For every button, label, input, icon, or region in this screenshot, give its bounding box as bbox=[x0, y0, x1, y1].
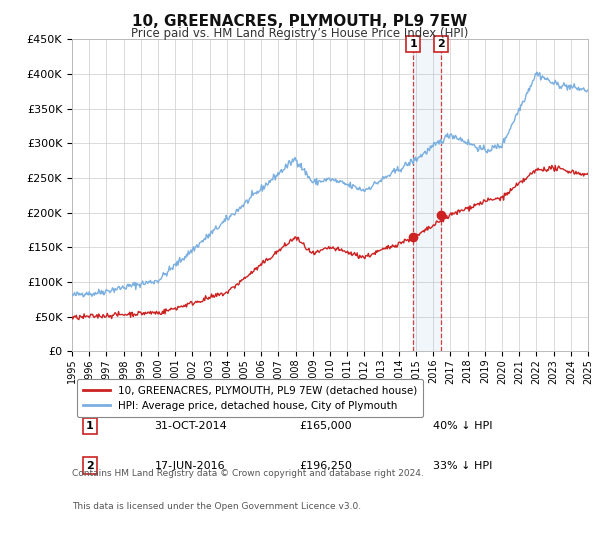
Text: £165,000: £165,000 bbox=[299, 421, 352, 431]
Text: £196,250: £196,250 bbox=[299, 460, 352, 470]
Text: Price paid vs. HM Land Registry’s House Price Index (HPI): Price paid vs. HM Land Registry’s House … bbox=[131, 27, 469, 40]
Text: 1: 1 bbox=[409, 39, 417, 49]
Text: 33% ↓ HPI: 33% ↓ HPI bbox=[433, 460, 493, 470]
Text: 17-JUN-2016: 17-JUN-2016 bbox=[155, 460, 225, 470]
Bar bbox=[413, 39, 441, 351]
Text: 10, GREENACRES, PLYMOUTH, PL9 7EW: 10, GREENACRES, PLYMOUTH, PL9 7EW bbox=[133, 14, 467, 29]
Text: 40% ↓ HPI: 40% ↓ HPI bbox=[433, 421, 493, 431]
Text: 1: 1 bbox=[86, 421, 94, 431]
Text: Contains HM Land Registry data © Crown copyright and database right 2024.: Contains HM Land Registry data © Crown c… bbox=[72, 469, 424, 478]
Text: 2: 2 bbox=[86, 460, 94, 470]
Text: This data is licensed under the Open Government Licence v3.0.: This data is licensed under the Open Gov… bbox=[72, 502, 361, 511]
Text: 31-OCT-2014: 31-OCT-2014 bbox=[155, 421, 227, 431]
Text: 2: 2 bbox=[437, 39, 445, 49]
Legend: 10, GREENACRES, PLYMOUTH, PL9 7EW (detached house), HPI: Average price, detached: 10, GREENACRES, PLYMOUTH, PL9 7EW (detac… bbox=[77, 379, 424, 417]
